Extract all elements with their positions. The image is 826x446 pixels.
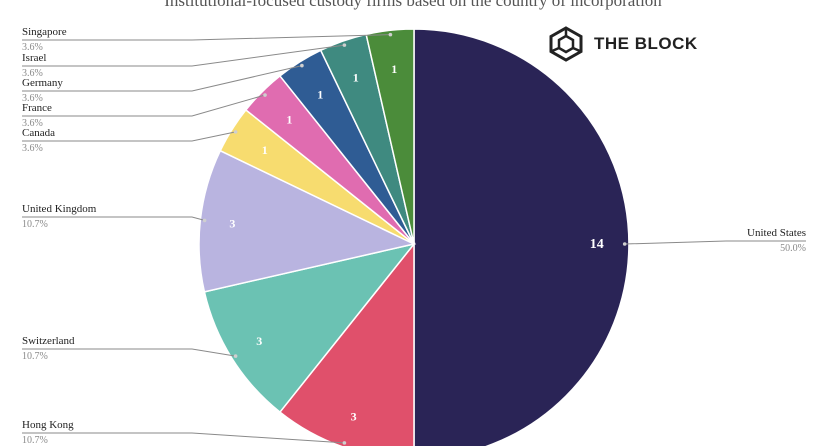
slice-value-label: 1 bbox=[353, 71, 359, 85]
slice-value-label: 3 bbox=[351, 409, 357, 423]
legend-name-hong-kong: Hong Kong bbox=[22, 419, 74, 431]
legend-percent-united-kingdom: 10.7% bbox=[22, 219, 48, 230]
legend-percent-switzerland: 10.7% bbox=[22, 351, 48, 362]
leader-dot bbox=[233, 354, 238, 358]
leader-dot bbox=[622, 242, 627, 246]
leader-line bbox=[22, 44, 345, 67]
leader-line bbox=[22, 94, 266, 117]
pie-slice-hong-kong bbox=[278, 241, 415, 446]
cube-logo-icon bbox=[549, 26, 583, 62]
legend-name-united-states: United States bbox=[747, 227, 806, 239]
legend-percent-united-states: 50.0% bbox=[780, 243, 806, 254]
legend-percent-france: 3.6% bbox=[22, 118, 43, 129]
pie-slice-singapore bbox=[365, 28, 415, 245]
leader-dot bbox=[388, 32, 393, 37]
leader-dot bbox=[263, 93, 267, 97]
leader-line bbox=[22, 34, 391, 41]
brand-logo: THE BLOCK bbox=[548, 26, 698, 62]
legend-name-israel: Israel bbox=[22, 52, 46, 64]
slice-value-label: 1 bbox=[286, 112, 292, 126]
legend-percent-hong-kong: 10.7% bbox=[22, 435, 48, 446]
legend-name-united-kingdom: United Kingdom bbox=[22, 203, 97, 215]
slice-value-label: 3 bbox=[256, 334, 262, 348]
legend-percent-canada: 3.6% bbox=[22, 143, 43, 154]
leader-line bbox=[624, 240, 806, 245]
leader-dot bbox=[233, 130, 238, 134]
slice-value-label: 1 bbox=[317, 88, 323, 102]
legend-percent-germany: 3.6% bbox=[22, 93, 43, 104]
leader-line bbox=[22, 131, 236, 142]
legend-percent-singapore: 3.6% bbox=[22, 42, 43, 53]
pie-slice-united-kingdom bbox=[198, 149, 417, 293]
legend-name-france: France bbox=[22, 102, 52, 114]
leader-line bbox=[22, 348, 236, 357]
slice-value-label: 1 bbox=[262, 143, 268, 157]
leader-line bbox=[22, 65, 303, 92]
legend-name-singapore: Singapore bbox=[22, 26, 67, 38]
leader-dot bbox=[202, 218, 207, 223]
legend-name-switzerland: Switzerland bbox=[22, 335, 75, 347]
leader-dot bbox=[300, 63, 304, 68]
leader-dot bbox=[342, 441, 347, 445]
leader-dot bbox=[342, 43, 347, 47]
legend-name-canada: Canada bbox=[22, 127, 55, 139]
legend-name-germany: Germany bbox=[22, 77, 63, 89]
leader-line bbox=[22, 432, 345, 444]
legend-percent-israel: 3.6% bbox=[22, 68, 43, 79]
pie-slice-switzerland bbox=[203, 242, 416, 414]
slice-value-label: 1 bbox=[391, 62, 397, 76]
slice-value-label: 14 bbox=[590, 237, 604, 252]
leader-line bbox=[22, 216, 205, 221]
brand-name: THE BLOCK bbox=[594, 34, 698, 53]
chart-title: Institutional-focused custody firms base… bbox=[164, 0, 662, 10]
slice-value-label: 3 bbox=[229, 217, 235, 231]
